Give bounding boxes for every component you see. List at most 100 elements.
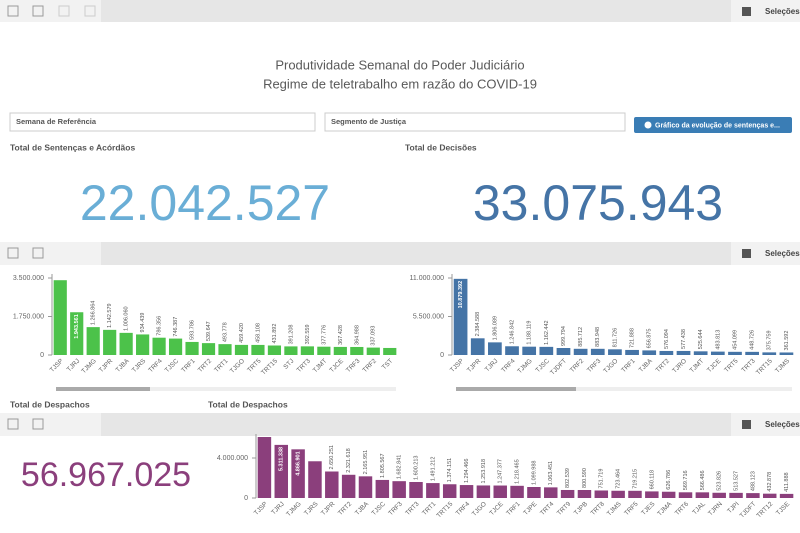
- x-tick-label: TJRS: [131, 357, 148, 374]
- value-label: 811.726: [612, 328, 618, 347]
- bar: [710, 351, 725, 355]
- selections-icon[interactable]: [742, 420, 751, 429]
- bar: [628, 490, 642, 498]
- bar: [426, 483, 440, 498]
- scrollbar[interactable]: [456, 387, 792, 391]
- x-tick-label: TJRJ: [66, 358, 82, 374]
- x-tick-label: TRF1: [180, 357, 197, 374]
- filter[interactable]: [324, 112, 626, 132]
- x-tick-label: TJRJ: [484, 358, 500, 374]
- bar: [642, 350, 657, 355]
- value-label: 431.892: [272, 324, 278, 344]
- title: Produtividade Semanal do Poder Judiciári…: [275, 57, 524, 72]
- bar: [488, 342, 502, 355]
- value-label: 569.716: [683, 470, 689, 490]
- value-label: 626.786: [666, 470, 672, 490]
- bar: [762, 493, 777, 498]
- x-tick-label: TRT3: [404, 500, 421, 517]
- value-label: 786.356: [157, 316, 163, 336]
- bar: [611, 490, 625, 498]
- bar: [779, 352, 794, 355]
- x-tick-label: TRT12: [755, 500, 774, 519]
- value-label: 723.464: [616, 469, 622, 489]
- value-label: 1.099.988: [531, 461, 537, 485]
- value-label: 1.374.151: [447, 458, 453, 482]
- bar: [442, 484, 457, 498]
- bar: [505, 346, 519, 355]
- scroll-thumb[interactable]: [56, 387, 150, 391]
- value-label: 719.215: [632, 469, 638, 489]
- filter-label: Semana de Referência: [16, 117, 97, 126]
- x-tick-label: TJSC: [164, 357, 181, 374]
- tool-icon[interactable]: [32, 5, 44, 17]
- value-label: 432.878: [767, 472, 773, 492]
- scroll-thumb[interactable]: [456, 387, 576, 391]
- selections-icon[interactable]: [742, 7, 751, 16]
- x-tick-label: TRT2: [337, 500, 354, 517]
- x-tick-label: TRT6: [674, 500, 691, 517]
- tool-icon[interactable]: [32, 247, 44, 259]
- bar: [366, 347, 380, 355]
- bar: [693, 351, 708, 355]
- button[interactable]: [634, 117, 792, 133]
- bar: [594, 490, 609, 498]
- tool-icon[interactable]: [58, 5, 70, 17]
- x-tick-label: TRF3: [586, 357, 603, 374]
- bar: [608, 349, 622, 355]
- value-label: 459.420: [239, 323, 245, 343]
- value-label: 375.759: [767, 330, 773, 350]
- y-tick-label: 4.000.000: [217, 455, 248, 462]
- value-label: 1.063.451: [548, 461, 554, 485]
- x-tick-label: TJMT: [312, 358, 329, 375]
- bar: [333, 346, 347, 355]
- bar: [383, 347, 397, 355]
- bar: [375, 479, 390, 498]
- selections[interactable]: Seleções: [765, 7, 800, 16]
- value-label: 523.826: [717, 471, 723, 491]
- bar: [70, 312, 84, 355]
- tool-icon[interactable]: [32, 418, 44, 430]
- x-tick-label: TRF3: [345, 357, 362, 374]
- button-label[interactable]: Gráfico da evolução de sentenças e...: [655, 122, 780, 129]
- selections-icon[interactable]: [742, 249, 751, 258]
- y-tick-label: 0: [40, 352, 44, 359]
- value-label: 660.118: [649, 470, 655, 489]
- value-label: 1.246.842: [509, 320, 515, 344]
- bar: [695, 492, 710, 498]
- x-tick-label: TRT15: [260, 357, 279, 376]
- selections[interactable]: Seleções: [765, 249, 800, 258]
- value-label: 367.428: [338, 325, 344, 345]
- selections[interactable]: Seleções: [765, 420, 800, 429]
- bar: [661, 491, 676, 498]
- x-tick-label: TRT1: [213, 357, 230, 374]
- scrollbar[interactable]: [56, 387, 396, 391]
- kpi-label: Total de Sentenças e Acórdãos: [10, 142, 135, 152]
- value-label: 802.539: [565, 468, 571, 488]
- tool-icon[interactable]: [7, 418, 19, 430]
- bar: [119, 332, 133, 355]
- x-tick-label: TJSE: [775, 500, 792, 517]
- bar: [573, 348, 588, 355]
- chart-title: Total de Despachos: [208, 399, 288, 409]
- tool-icon[interactable]: [7, 247, 19, 259]
- bar: [291, 449, 305, 498]
- value-label: 751.719: [599, 469, 605, 489]
- x-tick-label: TRT3: [296, 357, 313, 374]
- value-label: 1.294.466: [464, 459, 470, 483]
- x-tick-label: TJPE: [522, 500, 539, 517]
- tool-icon[interactable]: [7, 5, 19, 17]
- bar: [53, 280, 67, 355]
- tool-icon[interactable]: [84, 5, 96, 17]
- bar: [409, 481, 423, 498]
- x-tick-label: TJCE: [329, 357, 346, 374]
- value-label: 361.592: [784, 331, 790, 351]
- value-label: 2.321.618: [346, 448, 352, 472]
- filter[interactable]: [9, 112, 316, 132]
- x-tick-label: TJBA: [638, 357, 655, 374]
- bar: [544, 487, 558, 498]
- value-label: 1.491.212: [430, 457, 436, 481]
- value-label: 2.384.588: [475, 312, 481, 336]
- value-label: 566.486: [700, 470, 706, 490]
- value-label: 448.726: [750, 330, 756, 350]
